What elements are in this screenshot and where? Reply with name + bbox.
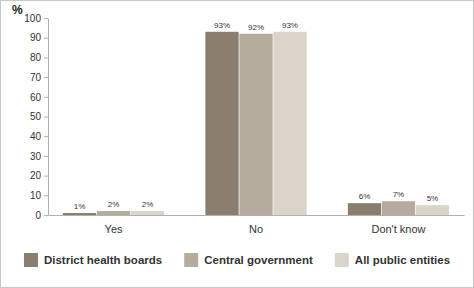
y-tick-label: 50 [30, 111, 42, 122]
bar [239, 34, 272, 215]
data-label: 1% [74, 202, 86, 211]
x-axis: Yes No Don't know [49, 215, 465, 235]
data-label: 93% [282, 21, 298, 30]
x-tick: Yes [105, 215, 123, 235]
plot: 0 10 20 30 40 50 60 70 80 90 100 Yes No Don't know 1% 9… [24, 13, 464, 236]
y-tick-label: 70 [30, 72, 42, 83]
y-tick-label: 20 [30, 170, 42, 181]
x-tick-label: Don't know [371, 223, 425, 235]
y-tick-mark [44, 38, 48, 39]
y-tick-label: 10 [30, 190, 42, 201]
legend-item: District health boards [24, 253, 162, 267]
y-tick: 10 [30, 190, 48, 201]
legend-label: Central government [204, 254, 313, 266]
x-tick-label: No [249, 223, 263, 235]
y-tick: 90 [30, 32, 48, 43]
y-tick: 70 [30, 72, 48, 83]
y-tick-mark [44, 136, 48, 137]
y-axis-title: % [12, 3, 23, 17]
y-tick-mark [44, 117, 48, 118]
y-tick-mark [44, 176, 48, 177]
legend: District health boards Central government… [24, 253, 450, 267]
bar [416, 205, 449, 215]
x-tick: Don't know [371, 215, 425, 235]
data-label: 93% [214, 21, 230, 30]
legend-swatch [335, 253, 349, 267]
data-labels: 1% 93% 6% 2% 92% 7% 2% 93% 5% [74, 21, 438, 211]
y-tick: 100 [24, 13, 48, 24]
data-label: 2% [142, 200, 154, 209]
y-tick: 30 [30, 151, 48, 162]
y-tick-label: 40 [30, 131, 42, 142]
bars [63, 32, 449, 215]
y-tick-mark [44, 57, 48, 58]
data-label: 92% [248, 23, 264, 32]
y-axis-line [48, 19, 49, 216]
x-tick: No [249, 215, 263, 235]
bar [382, 201, 415, 215]
data-label: 5% [427, 194, 439, 203]
bar [131, 211, 164, 215]
y-tick-mark [44, 215, 48, 216]
x-axis-line [49, 215, 465, 216]
y-tick-mark [44, 156, 48, 157]
data-label: 7% [393, 190, 405, 199]
bar [348, 203, 381, 215]
y-tick: 60 [30, 92, 48, 103]
y-tick: 50 [30, 111, 48, 122]
y-tick-label: 80 [30, 52, 42, 63]
legend-label: District health boards [44, 254, 162, 266]
legend-item: All public entities [335, 253, 450, 267]
y-tick-label: 0 [35, 210, 41, 221]
y-tick: 20 [30, 170, 48, 181]
y-tick-label: 90 [30, 32, 42, 43]
x-tick-label: Yes [105, 223, 123, 235]
chart: 0 10 20 30 40 50 60 70 80 90 100 Yes No Don't know 1% 9… [0, 0, 474, 288]
y-tick-label: 60 [30, 92, 42, 103]
frame [1, 1, 474, 288]
bar [97, 211, 130, 215]
y-axis: 0 10 20 30 40 50 60 70 80 90 100 [24, 13, 48, 221]
y-tick-mark [44, 77, 48, 78]
legend-swatch [184, 253, 198, 267]
y-tick: 80 [30, 52, 48, 63]
y-tick: 0 [35, 210, 48, 221]
data-label: 6% [359, 192, 371, 201]
bar [273, 32, 306, 215]
legend-label: All public entities [355, 254, 450, 266]
bar [63, 213, 96, 215]
legend-item: Central government [184, 253, 313, 267]
legend-swatch [24, 253, 38, 267]
y-tick-mark [44, 195, 48, 196]
y-tick-label: 100 [24, 13, 41, 24]
y-tick-mark [44, 97, 48, 98]
y-tick-mark [44, 18, 48, 19]
y-tick: 40 [30, 131, 48, 142]
y-tick-label: 30 [30, 151, 42, 162]
data-label: 2% [108, 200, 120, 209]
bar [205, 32, 238, 215]
